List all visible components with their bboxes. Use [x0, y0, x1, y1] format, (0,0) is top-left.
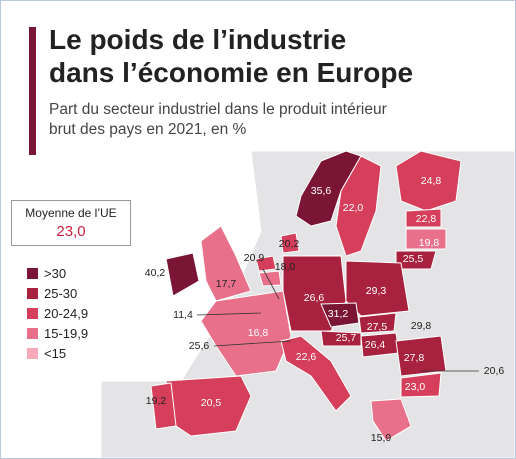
legend-swatch: [27, 267, 38, 279]
title: Le poids de l’industrie dans l’économie …: [49, 23, 413, 89]
legend-label: 15-19,9: [44, 325, 89, 341]
average-value: 23,0: [56, 223, 86, 240]
value-label: 19,2: [146, 395, 167, 407]
value-label: 40,2: [145, 267, 166, 279]
subtitle: Part du secteur industriel dans le produ…: [49, 100, 387, 140]
value-label: 26,6: [304, 292, 325, 304]
legend-item: >30: [27, 263, 88, 283]
value-label: 20,6: [484, 365, 505, 377]
legend-item: <15: [27, 343, 88, 363]
legend-label: <15: [44, 345, 67, 361]
value-label: 31,2: [328, 308, 349, 320]
value-label: 35,6: [311, 185, 332, 197]
value-label: 18,0: [275, 261, 296, 273]
legend-label: >30: [44, 265, 67, 281]
subtitle-line: Part du secteur industriel dans le produ…: [49, 101, 387, 118]
legend-label: 25-30: [44, 285, 78, 301]
value-label: 22,0: [343, 202, 364, 214]
legend-swatch: [27, 327, 38, 339]
value-label: 17,7: [216, 278, 237, 290]
title-line: Le poids de l’industrie: [49, 24, 347, 55]
value-label: 25,5: [403, 253, 424, 265]
value-label: 29,8: [411, 320, 432, 332]
leaders: [196, 268, 479, 372]
value-label: 22,8: [416, 213, 437, 225]
legend: >30 25-30 20-24,9 15-19,9 <15: [27, 263, 88, 363]
value-label: 20,2: [279, 238, 300, 250]
legend-item: 15-19,9: [27, 323, 88, 343]
value-label: 24,8: [421, 175, 442, 187]
legend-label: 20-24,9: [44, 305, 89, 321]
value-label: 22,6: [296, 351, 317, 363]
value-label: 23,0: [405, 381, 426, 393]
value-labels: 35,6 22,0 24,8 22,8 19,8 25,5 40,2 17,7 20,2 20,9…: [145, 175, 505, 444]
average-box: Moyenne de l’UE 23,0: [11, 200, 131, 246]
value-label: 29,3: [366, 285, 387, 297]
legend-swatch: [27, 307, 38, 319]
value-label: 27,8: [404, 352, 425, 364]
value-label: 27,5: [367, 321, 388, 333]
subtitle-line: brut des pays en 2021, en %: [49, 121, 247, 138]
value-label: 19,8: [419, 237, 440, 249]
value-label: 20,9: [244, 252, 265, 264]
legend-swatch: [27, 347, 38, 359]
value-label: 16,8: [248, 327, 269, 339]
value-label: 20,5: [201, 397, 222, 409]
value-label: 25,7: [336, 332, 357, 344]
value-label: 15,9: [371, 432, 392, 444]
value-label: 25,6: [189, 340, 210, 352]
land: [100, 150, 515, 458]
accent-bar: [29, 27, 36, 155]
title-line: dans l’économie en Europe: [49, 57, 414, 88]
value-label: 26,4: [365, 339, 386, 351]
legend-item: 25-30: [27, 283, 88, 303]
legend-item: 20-24,9: [27, 303, 88, 323]
legend-swatch: [27, 287, 38, 299]
value-label: 11,4: [173, 309, 193, 321]
average-label: Moyenne de l’UE: [25, 206, 117, 220]
